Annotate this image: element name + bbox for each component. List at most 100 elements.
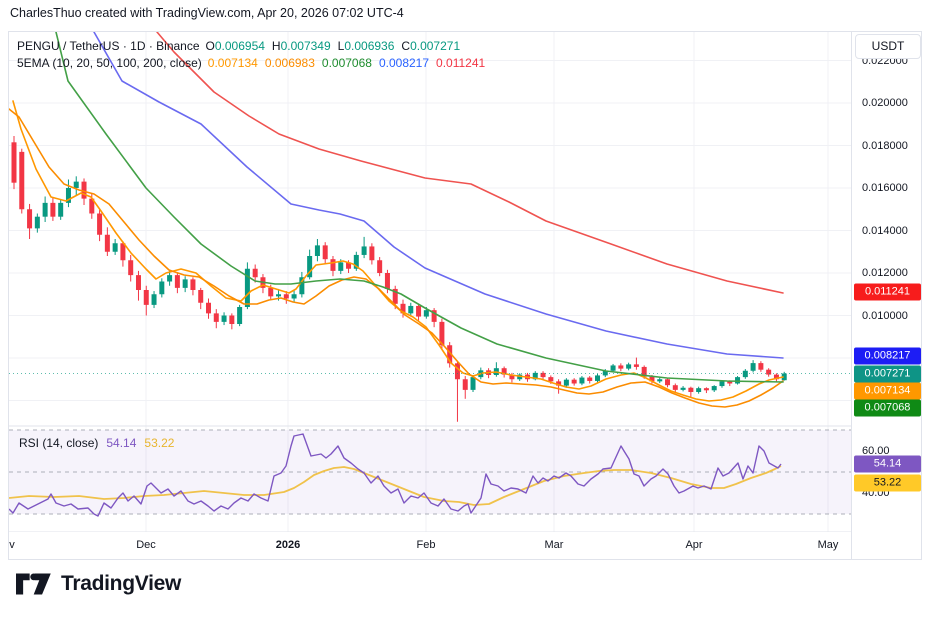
price-badge: 0.007068 <box>854 399 921 417</box>
candle-body <box>58 202 64 217</box>
candle-body <box>229 315 235 324</box>
candle-body <box>696 388 702 392</box>
chart-canvas[interactable] <box>9 32 851 560</box>
candle-body <box>151 294 157 305</box>
candle-body <box>346 262 352 269</box>
candle-body <box>237 307 243 324</box>
tradingview-logo-text: TradingView <box>61 572 182 595</box>
time-label-dec[interactable]: Dec <box>136 539 156 551</box>
candle-body <box>672 385 678 390</box>
time-label-nov[interactable]: Nov <box>9 539 15 551</box>
candle-body <box>540 372 546 378</box>
ohlc-close: C0.007271 <box>401 39 461 53</box>
candle-body <box>470 377 476 390</box>
time-label-feb[interactable]: Feb <box>416 539 436 551</box>
candle-body <box>283 294 289 299</box>
candle-body <box>73 181 79 188</box>
candle-body <box>447 345 453 364</box>
candle-body <box>439 321 445 346</box>
rsi-badge: 53.22 <box>854 474 921 492</box>
tradingview-logo[interactable]: TradingView <box>16 572 181 596</box>
candle-body <box>392 288 398 304</box>
candle-body <box>34 216 40 229</box>
candle-body <box>548 377 554 382</box>
candle-body <box>665 379 671 386</box>
candle-body <box>50 202 56 217</box>
ema-line <box>156 32 784 294</box>
candle-body <box>633 364 639 367</box>
candle-body <box>244 268 250 307</box>
candle-body <box>252 268 258 278</box>
candle-body <box>104 234 110 252</box>
candle-body <box>190 279 196 290</box>
candle-body <box>423 310 429 317</box>
candle-body <box>299 277 305 295</box>
candle-body <box>120 243 126 261</box>
candle-body <box>431 310 437 322</box>
ohlc-high: H0.007349 <box>271 39 331 53</box>
candle-body <box>571 379 577 384</box>
candle-body <box>174 275 180 288</box>
candle-body <box>81 181 87 199</box>
candle-body <box>307 256 313 278</box>
symbol-legend-row: PENGU / TetherUS · 1D · Binance O0.006954… <box>17 38 492 55</box>
candle-body <box>353 254 359 269</box>
candle-body <box>182 279 188 288</box>
rsi-legend[interactable]: RSI (14, close) 54.14 53.22 <box>19 436 182 450</box>
time-label-may[interactable]: May <box>817 539 839 551</box>
price-axis[interactable]: USDT 0.022000 0.020000 0.018000 0.016000 0.0… <box>851 32 921 559</box>
price-axis-label: 0.016000 <box>862 182 908 194</box>
ema-value-100: 0.008217 <box>378 56 430 70</box>
price-axis-label: 0.012000 <box>862 267 908 279</box>
candle-body <box>135 275 141 290</box>
candle-body <box>330 259 336 271</box>
candle-body <box>276 294 282 297</box>
candle-body <box>727 381 733 384</box>
candle-body <box>27 209 33 229</box>
rsi-value: 54.14 <box>106 436 137 450</box>
time-label-apr[interactable]: Apr <box>685 539 703 551</box>
candle-body <box>167 275 173 282</box>
time-label-mar[interactable]: Mar <box>544 539 564 551</box>
candle-body <box>89 198 95 214</box>
rsi-badge: 54.14 <box>854 455 921 473</box>
candle-body <box>563 379 569 386</box>
candle-body <box>11 142 17 183</box>
currency-toggle-button[interactable]: USDT <box>855 34 921 59</box>
price-badge: 0.007134 <box>854 382 921 400</box>
candle-body <box>377 260 383 273</box>
candle-body <box>128 260 134 276</box>
symbol-legend[interactable]: PENGU / TetherUS · 1D · Binance O0.006954… <box>17 38 492 72</box>
candle-body <box>618 365 624 369</box>
candle-body <box>750 363 756 371</box>
rsi-line <box>9 433 782 517</box>
candle-body <box>688 387 694 392</box>
time-label-2026[interactable]: 2026 <box>275 539 301 551</box>
attribution-text: CharlesThuo created with TradingView.com… <box>10 6 404 20</box>
ema-value-10: 0.007134 <box>207 56 258 70</box>
ema-indicator-title[interactable]: 5EMA (10, 20, 50, 100, 200, close) <box>17 56 202 70</box>
ohlc-low: L0.006936 <box>337 39 395 53</box>
candle-body <box>19 151 25 210</box>
chart-frame: PENGU / TetherUS · 1D · Binance O0.006954… <box>8 31 922 560</box>
candle-body <box>781 373 787 381</box>
candle-body <box>338 262 344 271</box>
candle-body <box>711 386 717 391</box>
candle-body <box>641 366 647 377</box>
candle-body <box>735 377 741 384</box>
candle-body <box>206 302 211 314</box>
candle-body <box>462 379 468 390</box>
ema-legend-row[interactable]: 5EMA (10, 20, 50, 100, 200, close) 0.0071… <box>17 55 492 72</box>
rsi-indicator-title[interactable]: RSI (14, close) <box>19 436 99 450</box>
rsi-ma-line <box>9 465 782 506</box>
candle-body <box>758 363 764 370</box>
candle-body <box>501 368 507 375</box>
candle-body <box>268 287 274 297</box>
ema-value-200: 0.011241 <box>436 56 486 70</box>
candle-body <box>221 315 227 322</box>
candle-body <box>509 374 515 380</box>
candle-body <box>454 363 460 380</box>
ema-value-50: 0.007068 <box>321 56 372 70</box>
symbol-title[interactable]: PENGU / TetherUS · 1D · Binance <box>17 39 200 53</box>
time-axis[interactable]: Nov Dec 2026 Feb Mar Apr May <box>9 532 851 559</box>
